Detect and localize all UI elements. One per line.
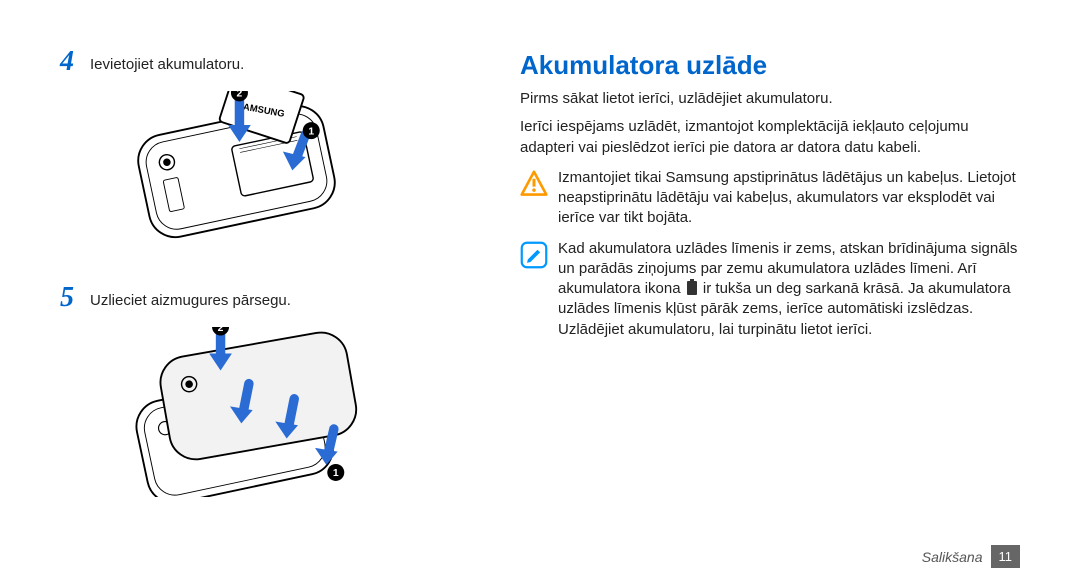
- intro-paragraph-1: Pirms sākat lietot ierīci, uzlādējiet ak…: [520, 89, 1020, 109]
- step-number: 4: [60, 48, 90, 76]
- svg-text:2: 2: [218, 327, 224, 334]
- illustration-back-cover: 2 1: [100, 327, 360, 497]
- illustration-insert-battery: SAMSUNG 2 1: [100, 91, 360, 261]
- warning-text: Izmantojiet tikai Samsung apstiprinātus …: [558, 168, 1020, 229]
- step-5: 5 Uzlieciet aizmugures pārsegu.: [60, 286, 470, 312]
- footer-page-number: 11: [991, 545, 1021, 568]
- right-column: Akumulatora uzlāde Pirms sākat lietot ie…: [500, 50, 1020, 566]
- step-4: 4 Ievietojiet akumulatoru.: [60, 50, 470, 76]
- note-callout: Kad akumulatora uzlādes līmenis ir zems,…: [520, 239, 1020, 340]
- battery-empty-icon: [687, 281, 697, 295]
- step-text: Ievietojiet akumulatoru.: [90, 50, 244, 73]
- page-footer: Salikšana 11: [922, 545, 1020, 568]
- intro-paragraph-2: Ierīci iespējams uzlādēt, izmantojot kom…: [520, 117, 1020, 158]
- step-number: 5: [60, 284, 90, 312]
- step-text: Uzlieciet aizmugures pārsegu.: [90, 286, 291, 309]
- note-text: Kad akumulatora uzlādes līmenis ir zems,…: [558, 239, 1020, 340]
- left-column: 4 Ievietojiet akumulatoru. SAMSU: [60, 50, 500, 566]
- manual-page: 4 Ievietojiet akumulatoru. SAMSU: [0, 0, 1080, 586]
- warning-triangle-icon: [520, 170, 548, 198]
- warning-callout: Izmantojiet tikai Samsung apstiprinātus …: [520, 168, 1020, 229]
- svg-text:2: 2: [237, 91, 243, 100]
- footer-section-label: Salikšana: [922, 549, 983, 565]
- note-pencil-icon: [520, 241, 548, 269]
- section-heading: Akumulatora uzlāde: [520, 50, 1020, 81]
- svg-text:1: 1: [308, 126, 314, 137]
- svg-text:1: 1: [333, 468, 339, 479]
